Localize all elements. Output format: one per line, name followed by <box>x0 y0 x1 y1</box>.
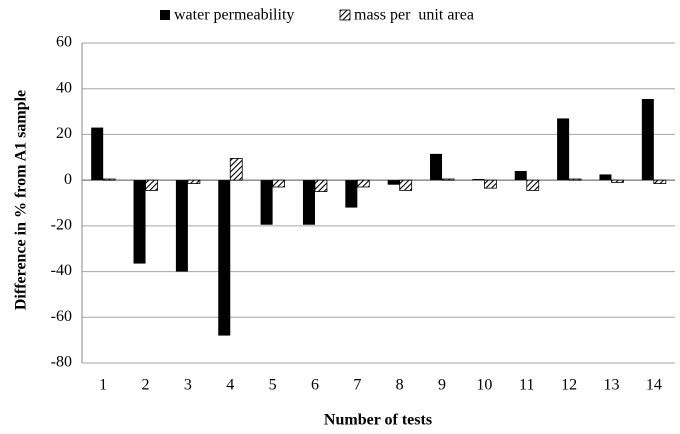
x-tick-label: 8 <box>396 377 404 394</box>
y-tick-label: 20 <box>56 125 72 142</box>
bar <box>526 179 540 191</box>
bar <box>187 179 201 184</box>
bar <box>568 178 582 181</box>
bar <box>387 180 400 185</box>
bar <box>399 179 413 191</box>
y-tick-label: -20 <box>51 217 72 234</box>
x-tick-label: 11 <box>519 377 534 394</box>
legend-swatch <box>339 9 351 21</box>
x-axis-title: Number of tests <box>324 412 432 429</box>
bar <box>557 118 570 181</box>
x-tick-label: 2 <box>142 377 150 394</box>
bar <box>345 180 358 208</box>
legend-label: water permeability <box>174 7 294 24</box>
x-tick-label: 9 <box>438 377 446 394</box>
bar <box>514 171 527 181</box>
y-tick-label: 40 <box>56 79 72 96</box>
bar <box>302 180 315 225</box>
bar <box>430 153 443 181</box>
x-tick-label: 14 <box>646 377 662 394</box>
bar <box>611 179 624 183</box>
x-tick-label: 7 <box>353 377 361 394</box>
y-tick-label: -40 <box>51 262 72 279</box>
bar <box>314 179 328 192</box>
y-tick-label: -60 <box>51 308 72 325</box>
legend-label: mass per unit area <box>354 7 474 24</box>
x-tick-label: 10 <box>476 377 492 394</box>
x-tick-label: 1 <box>99 377 107 394</box>
bar <box>599 174 612 181</box>
bar <box>441 178 455 181</box>
bar <box>133 180 146 264</box>
bar <box>472 179 485 181</box>
x-tick-label: 12 <box>561 377 577 394</box>
bar <box>641 99 654 181</box>
y-tick-label: -80 <box>51 354 72 371</box>
legend-swatch <box>160 10 170 20</box>
bar <box>356 179 370 188</box>
y-tick-label: 60 <box>56 34 72 51</box>
bar <box>229 158 243 181</box>
x-tick-label: 4 <box>226 377 234 394</box>
x-tick-label: 3 <box>184 377 192 394</box>
bar <box>218 180 231 336</box>
bar <box>260 180 273 225</box>
y-axis-title: Difference in % from A1 sample <box>13 90 30 310</box>
bar <box>91 127 104 181</box>
bar <box>272 179 286 188</box>
x-tick-label: 5 <box>269 377 277 394</box>
x-tick-label: 6 <box>311 377 319 394</box>
bar <box>483 179 497 189</box>
y-tick-label: 0 <box>64 171 72 188</box>
bar <box>145 179 158 191</box>
bar <box>102 178 116 181</box>
bar <box>175 180 188 272</box>
bar <box>653 179 667 184</box>
x-tick-label: 13 <box>603 377 619 394</box>
